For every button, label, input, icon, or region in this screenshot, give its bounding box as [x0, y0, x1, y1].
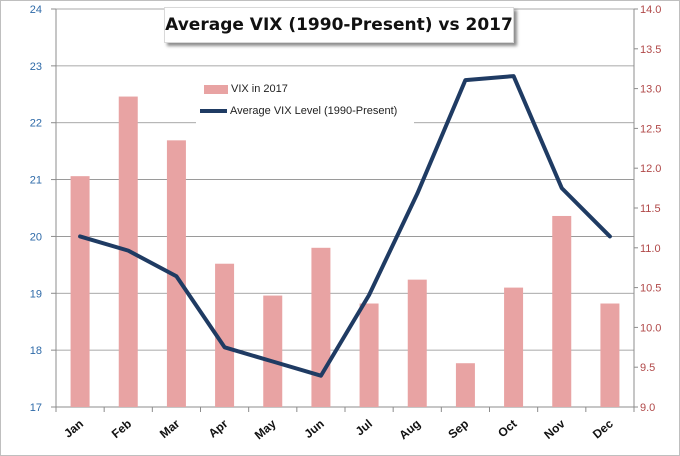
- legend-label-vix-2017: VIX in 2017: [231, 83, 288, 95]
- x-tick-label: Dec: [590, 416, 616, 441]
- bar-vix-2017: [407, 279, 427, 407]
- bar-vix-2017: [600, 303, 620, 407]
- bar-vix-2017: [215, 263, 235, 407]
- legend-item-average-vix: Average VIX Level (1990-Present): [196, 103, 397, 119]
- y-left-tick-label: 23: [30, 61, 42, 73]
- x-tick-label: Jan: [61, 417, 86, 441]
- y-left-tick-label: 24: [30, 4, 42, 16]
- x-tick-label: Sep: [445, 417, 471, 442]
- bar-vix-2017: [552, 215, 572, 407]
- y-left-tick-label: 19: [30, 288, 42, 300]
- x-tick-label: Jul: [353, 417, 375, 439]
- bar-vix-2017: [311, 247, 331, 407]
- y-right-tick-label: 12.5: [640, 123, 661, 135]
- chart-title: Average VIX (1990-Present) vs 2017: [164, 7, 514, 43]
- y-right-tick-label: 10.5: [640, 283, 661, 295]
- x-tick-label: Aug: [396, 417, 423, 443]
- y-left-tick-label: 21: [30, 175, 42, 187]
- x-tick-label: Oct: [495, 417, 519, 441]
- y-right-tick-label: 9.0: [640, 402, 655, 414]
- y-right-tick-label: 11.0: [640, 243, 661, 255]
- y-right-tick-label: 10.0: [640, 322, 661, 334]
- y-right-tick-label: 12.0: [640, 163, 661, 175]
- bar-vix-2017: [263, 295, 283, 407]
- y-left-tick-label: 17: [30, 402, 42, 414]
- x-tick-label: Jun: [301, 417, 326, 441]
- bar-vix-2017: [504, 287, 524, 407]
- y-right-tick-label: 9.5: [640, 362, 655, 374]
- y-right-tick-label: 13.0: [640, 84, 661, 96]
- x-tick-label: Mar: [157, 416, 183, 441]
- y-right-tick-label: 11.5: [640, 203, 661, 215]
- bar-vix-2017: [70, 176, 90, 407]
- x-tick-label: Nov: [541, 416, 568, 442]
- bar-vix-2017: [455, 363, 475, 407]
- x-tick-label: Feb: [109, 417, 134, 441]
- legend-swatch-line: [200, 109, 227, 113]
- legend-item-vix-2017: VIX in 2017: [196, 81, 288, 97]
- y-right-tick-label: 14.0: [640, 4, 661, 16]
- y-left-tick-label: 18: [30, 345, 42, 357]
- bar-vix-2017: [166, 140, 186, 407]
- x-tick-label: Apr: [206, 416, 231, 440]
- line-average-vix: [78, 74, 612, 378]
- y-right-tick-label: 13.5: [640, 44, 661, 56]
- chart-legend: VIX in 2017 Average VIX Level (1990-Pres…: [196, 79, 414, 125]
- bar-vix-2017: [359, 303, 379, 407]
- legend-swatch-bar: [204, 84, 228, 94]
- y-left-tick-label: 20: [30, 231, 42, 243]
- legend-label-average-vix: Average VIX Level (1990-Present): [230, 105, 398, 117]
- y-left-tick-label: 22: [30, 118, 42, 130]
- x-tick-label: May: [252, 416, 279, 442]
